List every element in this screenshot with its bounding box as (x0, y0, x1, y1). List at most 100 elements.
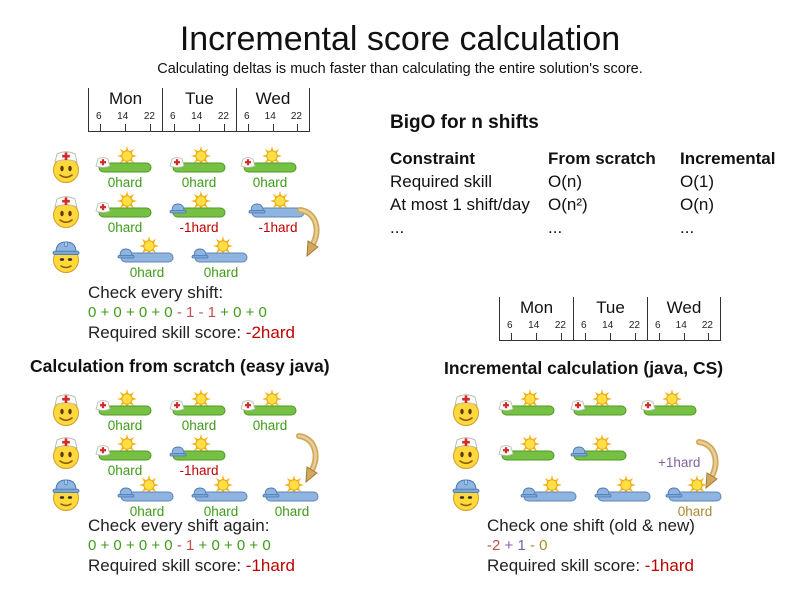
timeline-ticks (574, 333, 647, 340)
shift-score-label: 0hard (203, 504, 239, 519)
shift-assignment: 0hard (663, 475, 727, 519)
delta-annotation: +1hard (658, 455, 701, 470)
shift-assignment: -1hard (167, 191, 231, 235)
nurse-cap-icon (498, 445, 514, 456)
section-heading-scratch: Calculation from scratch (easy java) (30, 356, 330, 376)
expression-positive: 0 + 0 + 0 + 0 (88, 537, 173, 554)
check-label: Check one shift (old & new) (487, 516, 695, 535)
nurse-employee-icon (52, 195, 80, 229)
shift-assignment: 0hard (167, 146, 231, 190)
nurse-employee-icon (452, 436, 480, 470)
builder-employee-icon (452, 479, 480, 512)
shift-assignment: 0hard (115, 475, 179, 519)
timeline-tick (150, 124, 151, 131)
shift-score-label: 0hard (129, 504, 165, 519)
shift-assignment: 0hard (93, 434, 157, 478)
bigo-cell: ... (548, 218, 563, 237)
day-shift-icon (169, 434, 226, 461)
hard-hat-icon (248, 203, 266, 214)
nurse-face (52, 393, 80, 427)
builder-employee-icon (52, 241, 80, 274)
shift-assignment (592, 475, 656, 507)
shift-assignment: 0hard (189, 475, 253, 519)
timeline-hours: 6 14 22 (574, 318, 647, 331)
builder-employee-icon (52, 479, 80, 512)
day-shift-icon (191, 236, 248, 263)
section-heading-incremental: Incremental calculation (java, CS) (444, 358, 724, 378)
day-shift-icon (594, 475, 651, 502)
timeline-hour-label: 14 (528, 320, 540, 331)
shift-score-label: 0hard (107, 220, 143, 235)
shift-assignment: 0hard (260, 475, 324, 519)
bigo-cell: O(n) (680, 195, 714, 214)
bigo-cell: ... (680, 218, 695, 237)
shift-assignment (568, 434, 632, 466)
shift-assignment (518, 475, 582, 507)
expression-neutral: - 0 (525, 537, 548, 554)
shift-score-label: 0hard (252, 175, 288, 190)
shift-score-label: 0hard (181, 418, 217, 433)
timeline-day-label: Mon (108, 89, 143, 108)
timeline-tick (272, 124, 274, 131)
shift-assignment: 0hard (93, 146, 157, 190)
timeline-hour-label: 14 (191, 111, 203, 122)
expression-removed: -2 (487, 537, 501, 554)
timeline-hour-label: 22 (217, 111, 229, 122)
nurse-cap-icon (95, 157, 111, 168)
day-shift-icon (191, 475, 248, 502)
day-shift-icon (520, 475, 577, 502)
timeline-hour-label: 14 (602, 320, 614, 331)
timeline-hour-label: 6 (581, 320, 587, 331)
shift-assignment: -1hard (246, 191, 310, 235)
day-shift-icon (665, 475, 722, 502)
nurse-cap-icon (95, 400, 111, 411)
shift-score-label: 0hard (107, 463, 143, 478)
timeline-ticks (163, 124, 236, 131)
timeline-hour-label: 22 (628, 320, 640, 331)
builder-face (52, 479, 80, 512)
timeline-day-label: Tue (185, 89, 214, 108)
check-block-initial: Check every shift: 0 + 0 + 0 + 0 - 1 - 1… (88, 284, 295, 342)
timeline-hour-label: 22 (554, 320, 566, 331)
day-shift-icon (169, 389, 226, 416)
timeline-hours: 6 14 22 (89, 109, 162, 122)
expression-positive: 0 + 0 + 0 + 0 (88, 304, 173, 321)
shift-assignment: 0hard (93, 389, 157, 433)
shift-score-label: 0hard (129, 265, 165, 280)
hard-hat-icon (520, 487, 538, 498)
bigo-col-header: From scratch (548, 149, 656, 168)
check-block-scratch: Check every shift again: 0 + 0 + 0 + 0 -… (88, 517, 295, 575)
builder-face (452, 479, 480, 512)
hard-hat-icon (665, 487, 683, 498)
timeline-hour-label: 22 (701, 320, 713, 331)
check-label: Check every shift again: (88, 516, 270, 535)
timeline-ticks (648, 333, 720, 340)
nurse-cap-icon (240, 400, 256, 411)
timeline-tick (683, 333, 685, 340)
timeline-tick (125, 124, 126, 131)
shift-score-label: 0hard (677, 504, 713, 519)
nurse-face (52, 150, 80, 184)
timeline-bottom-right: Mon 6 14 22 Tue 6 14 22 Wed 6 14 22 (499, 297, 721, 341)
score-label: Required skill score: (88, 323, 242, 342)
timeline-tick (659, 333, 660, 340)
bigo-cell: O(1) (680, 172, 714, 191)
hard-hat-icon (594, 487, 612, 498)
shift-assignment (496, 389, 560, 421)
score-label: Required skill score: (487, 556, 641, 575)
shift-score-label: 0hard (203, 265, 239, 280)
day-shift-icon (117, 475, 174, 502)
timeline-tick (100, 124, 101, 131)
shift-score-label: -1hard (179, 463, 219, 478)
timeline-tick (585, 333, 586, 340)
nurse-face (452, 393, 480, 427)
timeline-day: Mon 6 14 22 (88, 88, 162, 131)
move-shift-arrow-icon (296, 432, 322, 488)
score-line: Required skill score: -2hard (88, 324, 295, 342)
shift-score-label: -1hard (179, 220, 219, 235)
hard-hat-icon (169, 203, 187, 214)
expression-positive: + 0 + 0 (216, 304, 267, 321)
curved-arrow (300, 210, 318, 256)
nurse-face (52, 436, 80, 470)
